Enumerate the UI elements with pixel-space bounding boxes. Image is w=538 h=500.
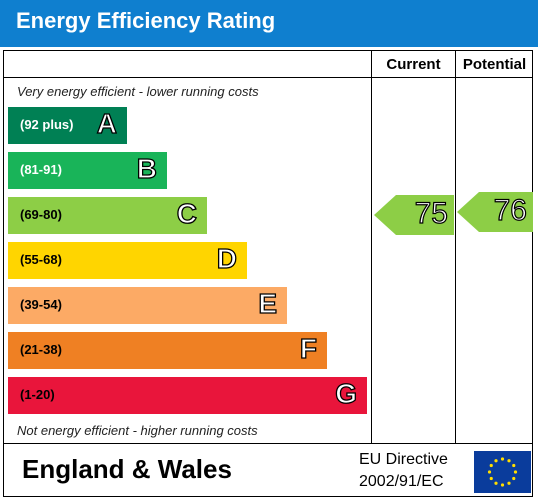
footer-divider	[3, 443, 533, 444]
band-g: (1-20) G	[8, 377, 367, 414]
band-letter: G	[335, 377, 358, 409]
flag-star	[494, 481, 498, 485]
top-note: Very energy efficient - lower running co…	[17, 84, 259, 99]
band-c: (69-80) C	[8, 197, 207, 234]
band-d: (55-68) D	[8, 242, 247, 279]
band-letter: E	[258, 287, 278, 319]
band-range-label: (1-20)	[20, 387, 55, 402]
eu-directive-line2: 2002/91/EC	[359, 473, 444, 490]
band-f: (21-38) F	[8, 332, 327, 369]
chart-title: Energy Efficiency Rating	[16, 8, 276, 33]
band-letter: D	[216, 242, 238, 274]
flag-star	[512, 463, 516, 468]
band-letter: C	[176, 197, 198, 229]
band-range-label: (92 plus)	[20, 117, 74, 132]
flag-star	[487, 470, 492, 474]
eu-directive-line1: EU Directive	[359, 451, 448, 468]
title-bar: Energy Efficiency Rating	[0, 0, 538, 47]
current-rating-value: 75	[414, 196, 449, 230]
band-b: (81-91) B	[8, 152, 167, 189]
column-potential-header: Potential	[462, 56, 527, 73]
flag-star	[513, 470, 518, 474]
rating-frame	[3, 50, 533, 497]
band-letter: F	[299, 332, 317, 364]
eu-flag-icon	[474, 451, 531, 493]
eu-directive: EU Directive 2002/91/EC	[359, 449, 448, 493]
flag-star	[489, 463, 493, 468]
band-letter: A	[96, 107, 118, 139]
band-range-label: (21-38)	[20, 342, 62, 357]
bottom-note: Not energy efficient - higher running co…	[17, 423, 258, 438]
flag-star	[512, 476, 516, 481]
flag-star	[500, 483, 505, 487]
divider-current	[371, 50, 372, 444]
potential-rating-value: 76	[493, 193, 528, 227]
band-range-label: (39-54)	[20, 297, 62, 312]
flag-star	[489, 476, 493, 481]
band-e: (39-54) E	[8, 287, 287, 324]
band-a: (92 plus) A	[8, 107, 127, 144]
band-range-label: (81-91)	[20, 162, 62, 177]
band-letter: B	[136, 152, 158, 184]
flag-star	[494, 459, 498, 463]
header-divider	[3, 77, 533, 78]
region-label: England & Wales	[22, 454, 232, 484]
divider-potential	[455, 50, 456, 444]
flag-star	[507, 459, 511, 463]
band-range-label: (69-80)	[20, 207, 62, 222]
flag-star	[507, 481, 511, 485]
band-range-label: (55-68)	[20, 252, 62, 267]
column-current-header: Current	[386, 56, 441, 73]
flag-star	[500, 457, 505, 461]
